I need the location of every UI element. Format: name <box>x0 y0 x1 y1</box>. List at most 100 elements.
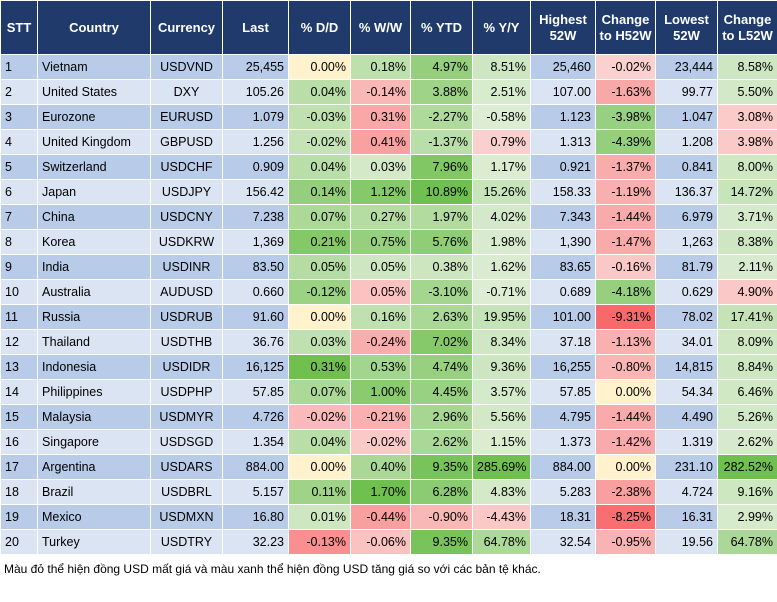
table-cell: 5.76% <box>410 229 473 255</box>
table-cell: 5.157 <box>222 479 289 505</box>
table-cell: -1.44% <box>595 404 656 430</box>
table-cell: Indonesia <box>37 354 151 380</box>
table-cell: 9.16% <box>717 479 777 505</box>
table-row: 6 Japan USDJPY 156.42 0.14% 1.12% 10.89% 15.26%… <box>0 179 777 205</box>
table-cell: 91.60 <box>222 304 289 330</box>
table-cell: 1.70% <box>350 479 411 505</box>
table-cell: 1.15% <box>472 429 531 455</box>
table-cell: 1.373 <box>530 429 596 455</box>
table-cell: 4.83% <box>472 479 531 505</box>
table-cell: 4.97% <box>410 54 473 80</box>
table-cell: 1.313 <box>530 129 596 155</box>
table-cell: -0.71% <box>472 279 531 305</box>
table-cell: 0.75% <box>350 229 411 255</box>
table-cell: 16.80 <box>222 504 289 530</box>
table-cell: 3.08% <box>717 104 777 130</box>
table-cell: 6.46% <box>717 379 777 405</box>
table-cell: 7.96% <box>410 154 473 180</box>
table-cell: 64.78% <box>472 529 531 555</box>
table-cell: -0.06% <box>350 529 411 555</box>
table-row: 11 Russia USDRUB 91.60 0.00% 0.16% 2.63% 19.95%… <box>0 304 777 330</box>
table-cell: -0.95% <box>595 529 656 555</box>
table-cell: 1 <box>0 54 38 80</box>
table-cell: -1.19% <box>595 179 656 205</box>
table-cell: 1.123 <box>530 104 596 130</box>
table-cell: 8 <box>0 229 38 255</box>
table-cell: Eurozone <box>37 104 151 130</box>
table-cell: 16.31 <box>655 504 718 530</box>
table-cell: 884.00 <box>222 454 289 480</box>
table-cell: 0.18% <box>350 54 411 80</box>
table-cell: DXY <box>150 79 223 105</box>
table-cell: 25,460 <box>530 54 596 80</box>
table-cell: 0.689 <box>530 279 596 305</box>
table-cell: USDJPY <box>150 179 223 205</box>
table-cell: 14.72% <box>717 179 777 205</box>
table-cell: 34.01 <box>655 329 718 355</box>
table-cell: 12 <box>0 329 38 355</box>
table-cell: -8.25% <box>595 504 656 530</box>
table-row: 18 Brazil USDBRL 5.157 0.11% 1.70% 6.28% 4.83% 5… <box>0 479 777 505</box>
table-cell: 10 <box>0 279 38 305</box>
table-cell: 158.33 <box>530 179 596 205</box>
table-row: 12 Thailand USDTHB 36.76 0.03% -0.24% 7.02% 8.3… <box>0 329 777 355</box>
table-cell: 1.12% <box>350 179 411 205</box>
table-cell: -1.37% <box>410 129 473 155</box>
table-cell: 14,815 <box>655 354 718 380</box>
table-cell: 282.52% <box>717 454 777 480</box>
table-cell: -0.02% <box>288 129 351 155</box>
table-cell: USDARS <box>150 454 223 480</box>
table-cell: 32.23 <box>222 529 289 555</box>
table-row: 20 Turkey USDTRY 32.23 -0.13% -0.06% 9.35% 64.7… <box>0 529 777 555</box>
table-cell: 9.36% <box>472 354 531 380</box>
table-cell: 16 <box>0 429 38 455</box>
table-cell: 2.51% <box>472 79 531 105</box>
table-cell: 19.56 <box>655 529 718 555</box>
table-cell: 9 <box>0 254 38 280</box>
table-cell: USDRUB <box>150 304 223 330</box>
table-cell: 7.238 <box>222 204 289 230</box>
table-cell: 5.283 <box>530 479 596 505</box>
column-header: Lowest 52W <box>655 0 718 55</box>
table-cell: 0.38% <box>410 254 473 280</box>
table-cell: -0.16% <box>595 254 656 280</box>
table-cell: USDINR <box>150 254 223 280</box>
table-cell: -2.27% <box>410 104 473 130</box>
table-cell: Mexico <box>37 504 151 530</box>
table-cell: 1.98% <box>472 229 531 255</box>
table-cell: -0.24% <box>350 329 411 355</box>
table-cell: 0.921 <box>530 154 596 180</box>
table-cell: 5 <box>0 154 38 180</box>
table-row: 15 Malaysia USDMYR 4.726 -0.02% -0.21% 2.96% 5.… <box>0 404 777 430</box>
table-cell: 101.00 <box>530 304 596 330</box>
table-cell: China <box>37 204 151 230</box>
table-cell: 7 <box>0 204 38 230</box>
table-cell: 3.88% <box>410 79 473 105</box>
table-cell: 1,390 <box>530 229 596 255</box>
column-header: % D/D <box>288 0 351 55</box>
table-row: 14 Philippines USDPHP 57.85 0.07% 1.00% 4.45% 3… <box>0 379 777 405</box>
column-header: Highest 52W <box>530 0 596 55</box>
table-cell: 7.02% <box>410 329 473 355</box>
table-cell: 8.00% <box>717 154 777 180</box>
table-cell: USDSGD <box>150 429 223 455</box>
table-cell: 0.04% <box>288 79 351 105</box>
table-cell: 107.00 <box>530 79 596 105</box>
table-cell: -0.12% <box>288 279 351 305</box>
table-cell: 2.96% <box>410 404 473 430</box>
table-row: 17 Argentina USDARS 884.00 0.00% 0.40% 9.35% 28… <box>0 454 777 480</box>
table-cell: Thailand <box>37 329 151 355</box>
table-row: 19 Mexico USDMXN 16.80 0.01% -0.44% -0.90% -4.4… <box>0 504 777 530</box>
table-cell: 0.14% <box>288 179 351 205</box>
table-cell: 81.79 <box>655 254 718 280</box>
table-cell: 20 <box>0 529 38 555</box>
table-cell: 19.95% <box>472 304 531 330</box>
table-cell: -1.44% <box>595 204 656 230</box>
table-cell: 0.00% <box>288 54 351 80</box>
table-cell: -3.98% <box>595 104 656 130</box>
table-cell: 1.256 <box>222 129 289 155</box>
table-cell: 0.07% <box>288 204 351 230</box>
table-cell: 5.50% <box>717 79 777 105</box>
table-cell: USDTRY <box>150 529 223 555</box>
column-header: Change to H52W <box>595 0 656 55</box>
